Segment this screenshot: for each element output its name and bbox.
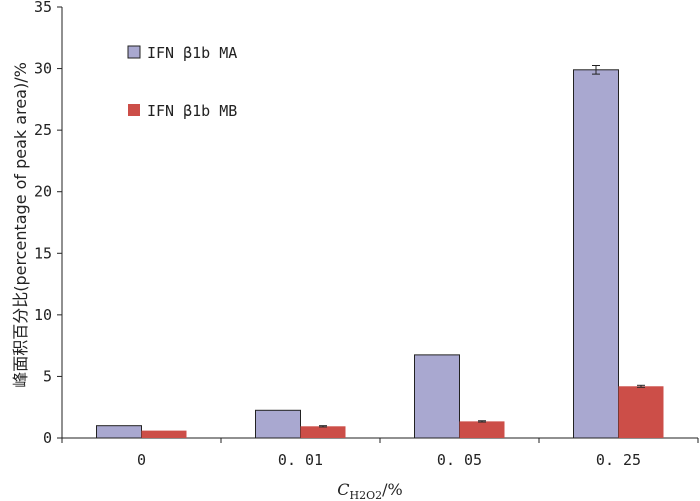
y-tick-label: 0 [43, 429, 52, 447]
y-ticks: 0 5 10 15 20 25 30 35 [34, 0, 62, 447]
y-tick-label: 5 [43, 367, 52, 385]
x-axis-label-unit: /% [382, 480, 403, 499]
x-tick-label: 0. 25 [596, 451, 641, 469]
x-axis-label: CH2O2/% [337, 480, 402, 501]
x-tick-label: 0 [137, 451, 146, 469]
bar-ma [96, 425, 142, 439]
x-axis-label-subscript: H2O2 [350, 489, 383, 501]
legend-swatch-mb [128, 104, 140, 116]
bar-mb [300, 426, 346, 438]
legend: IFN β1b MA IFN β1b MB [127, 44, 237, 120]
bar-ma [414, 354, 460, 439]
legend-label-ma: IFN β1b MA [147, 44, 237, 62]
y-tick-label: 15 [34, 244, 52, 262]
x-tick-label: 0. 01 [278, 451, 323, 469]
y-tick-label: 10 [34, 306, 52, 324]
bar-mb [141, 430, 187, 438]
x-axis-label-symbol: C [337, 480, 349, 499]
legend-swatch-ma [127, 45, 141, 59]
x-tick-label: 0. 05 [437, 451, 482, 469]
bar-ma [573, 69, 619, 439]
x-ticks: 0 0. 01 0. 05 0. 25 [61, 438, 699, 469]
bars [96, 69, 664, 439]
y-axis-label: 峰面积百分比(percentage of peak area)/% [11, 62, 30, 388]
y-tick-label: 30 [34, 60, 52, 78]
error-bars [319, 64, 645, 428]
y-tick-label: 35 [34, 0, 52, 16]
bar-mb [459, 421, 505, 438]
legend-label-mb: IFN β1b MB [147, 102, 237, 120]
bar-ma [255, 409, 301, 439]
y-tick-label: 20 [34, 183, 52, 201]
bar-mb [618, 386, 664, 438]
y-tick-label: 25 [34, 121, 52, 139]
